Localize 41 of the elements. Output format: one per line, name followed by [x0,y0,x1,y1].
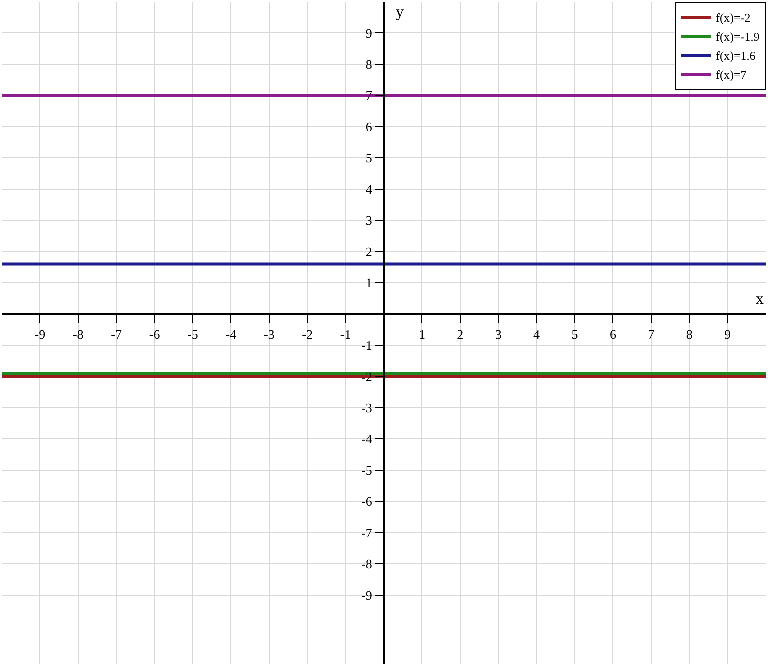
x-tick-label: 1 [418,326,426,342]
x-axis-title: x [756,291,764,308]
x-tick-label: -1 [340,326,352,342]
legend-label: f(x)=-2 [716,11,751,26]
x-tick-label: 3 [495,326,502,342]
x-tick-label: -5 [188,326,198,342]
x-tick-label: -7 [111,326,123,342]
x-tick-label: 2 [457,326,464,342]
x-tick-label: -4 [226,326,238,342]
y-tick-label: -9 [362,588,372,603]
legend-label: f(x)=-1.9 [716,30,760,44]
x-tick-label: 4 [534,326,541,342]
y-tick-label: -1 [362,338,372,354]
x-tick-label: 9 [724,326,732,342]
x-tick-label: -8 [72,326,84,342]
y-tick-label: -2 [362,369,372,384]
legend-label: f(x)=7 [716,68,747,82]
y-tick-label: -7 [362,525,373,540]
x-tick-label: -9 [34,326,46,342]
y-tick-label: -5 [362,462,372,478]
x-tick-label: 6 [610,326,617,342]
legend-label: f(x)=1.6 [716,49,756,64]
y-tick-label: -4 [362,432,373,447]
y-axis-title: y [396,4,404,21]
x-tick-label: -6 [149,326,161,342]
x-tick-label: 5 [572,326,578,342]
y-tick-label: 4 [366,182,373,197]
x-tick-label: 8 [686,326,693,342]
y-tick-label: 2 [366,244,372,260]
x-tick-label: -2 [302,326,314,342]
y-tick-label: 9 [366,26,372,41]
y-tick-label: -8 [362,556,372,572]
x-tick-label: 7 [648,326,656,342]
y-tick-label: 3 [366,213,372,228]
y-tick-label: 1 [366,276,372,291]
y-tick-label: -3 [362,400,372,416]
x-tick-label: -3 [264,326,275,342]
y-tick-label: 8 [366,57,372,72]
y-tick-label: 5 [366,150,372,166]
y-tick-label: 6 [366,119,373,134]
y-tick-label: -6 [362,494,373,510]
